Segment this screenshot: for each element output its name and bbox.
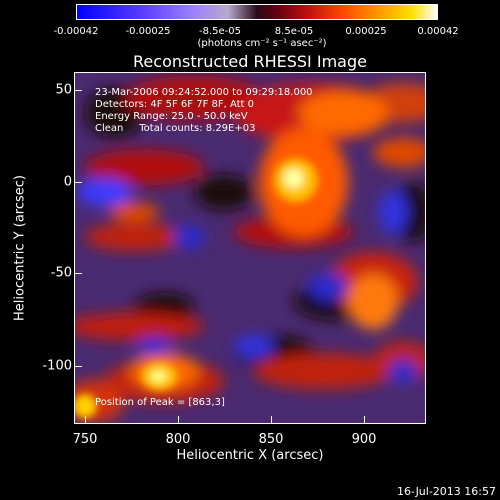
y-tick-label: 50	[55, 82, 72, 98]
colorbar-tick: 0.00025	[345, 26, 387, 37]
plot-area: 23-Mar-2006 09:24:52.000 to 09:29:18.000…	[74, 72, 426, 424]
info-time-range: 23-Mar-2006 09:24:52.000 to 09:29:18.000	[95, 87, 313, 98]
x-axis-label: Heliocentric X (arcsec)	[176, 448, 324, 463]
peak-position: Position of Peak = [863,3]	[95, 397, 225, 408]
colorbar	[76, 4, 438, 20]
colorbar-tick: 8.5e-05	[274, 26, 314, 37]
info-clean: Clean Total counts: 8.29E+03	[95, 123, 256, 134]
y-tick-label: 0	[63, 174, 72, 190]
colorbar-tick: -0.00025	[125, 26, 171, 37]
x-tick-label: 900	[351, 432, 377, 447]
colorbar-tick: -8.5e-05	[199, 26, 241, 37]
info-detectors: Detectors: 4F 5F 6F 7F 8F, Att 0	[95, 99, 255, 110]
y-tick-mark	[74, 366, 82, 367]
x-tick-label: 850	[258, 432, 284, 447]
x-tick-mark	[271, 416, 272, 424]
x-tick-mark	[178, 416, 179, 424]
plot-date: 16-Jul-2013 16:57	[396, 485, 496, 498]
colorbar-tick: -0.00042	[53, 26, 99, 37]
chart-title: Reconstructed RHESSI Image	[133, 52, 367, 71]
y-tick-mark	[74, 90, 82, 91]
colorbar-tick: 0.00042	[417, 26, 459, 37]
y-tick-mark	[74, 182, 82, 183]
y-tick-label: -50	[50, 265, 72, 281]
y-axis-label: Heliocentric Y (arcsec)	[12, 175, 28, 321]
y-tick-mark	[74, 273, 82, 274]
heatmap-image	[75, 73, 425, 423]
y-tick-label: -100	[42, 358, 72, 374]
info-energy: Energy Range: 25.0 - 50.0 keV	[95, 111, 248, 122]
x-tick-mark	[364, 416, 365, 424]
x-tick-mark	[85, 416, 86, 424]
colorbar-unit: (photons cm⁻² s⁻¹ asec⁻²)	[197, 38, 327, 49]
x-tick-label: 800	[165, 432, 191, 447]
x-tick-label: 750	[72, 432, 98, 447]
